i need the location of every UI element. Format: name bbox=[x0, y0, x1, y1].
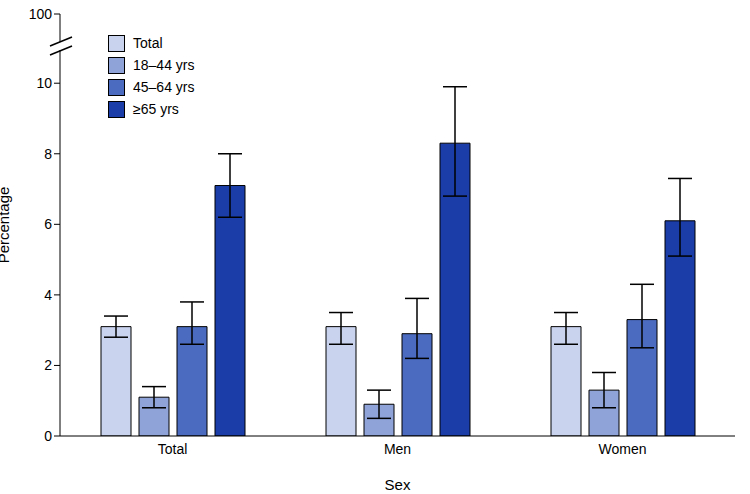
html-text:18–44 yrs: 18–44 yrs bbox=[133, 57, 195, 73]
svg-text:6: 6 bbox=[44, 216, 52, 232]
html-text:≥65 yrs: ≥65 yrs bbox=[133, 101, 179, 117]
svg-text:Sex: Sex bbox=[385, 476, 411, 493]
svg-text:4: 4 bbox=[44, 287, 52, 303]
svg-text:Women: Women bbox=[599, 441, 647, 457]
svg-text:0: 0 bbox=[44, 428, 52, 444]
html-text:45–64 yrs: 45–64 yrs bbox=[133, 79, 195, 95]
svg-text:Percentage: Percentage bbox=[8, 187, 12, 264]
svg-text:100: 100 bbox=[29, 6, 53, 22]
svg-text:Total: Total bbox=[158, 441, 188, 457]
svg-text:2: 2 bbox=[44, 357, 52, 373]
svg-text:10: 10 bbox=[36, 75, 52, 91]
html-text:Total: Total bbox=[133, 35, 163, 51]
svg-text:8: 8 bbox=[44, 146, 52, 162]
svg-text:Men: Men bbox=[384, 441, 411, 457]
